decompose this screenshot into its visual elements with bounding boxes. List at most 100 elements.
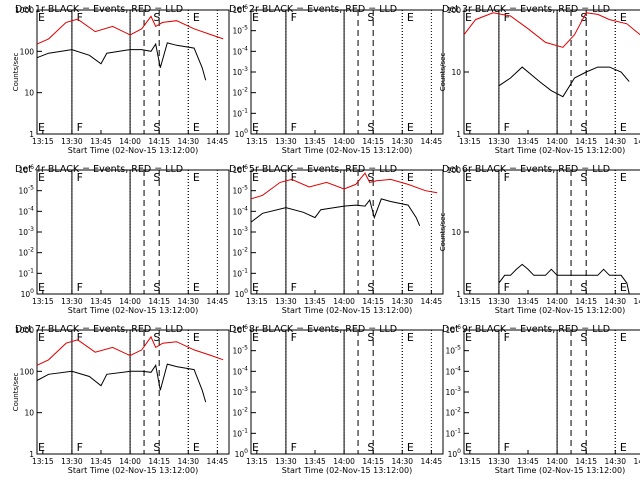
- marker-label-f-bottom: F: [291, 281, 297, 294]
- y-tick-label: 10-5: [232, 185, 248, 196]
- x-tick-label: 14:45: [421, 457, 443, 466]
- marker-label-e-left-bottom: E: [252, 281, 259, 294]
- x-tick-label: 14:15: [362, 297, 384, 306]
- y-axis-label: Counts/sec: [439, 213, 447, 252]
- x-tick-label: 14:00: [119, 297, 141, 306]
- x-tick-label: 13:30: [488, 137, 510, 146]
- y-tick-label: 10-6: [232, 164, 248, 175]
- y-tick-label: 10: [451, 68, 461, 77]
- marker-label-e-top: E: [620, 11, 627, 24]
- series-lld-line: [36, 335, 224, 366]
- plot-title: Det 6r BLACK = Events, RED = LLD: [442, 164, 610, 175]
- x-axis-label: Start Time (02-Nov-15 13:12:00): [282, 306, 412, 315]
- x-axis-label: Start Time (02-Nov-15 13:12:00): [68, 306, 198, 315]
- x-tick-label: 13:45: [517, 137, 539, 146]
- series-lld-line: [463, 12, 640, 48]
- marker-label-e-left-top: E: [252, 331, 259, 344]
- y-tick-label: 10-4: [232, 45, 248, 56]
- x-tick-label: 13:15: [32, 137, 54, 146]
- y-tick-label: 100: [447, 6, 462, 15]
- marker-label-f-top: F: [291, 171, 297, 184]
- plot-panel-1: Det 1r BLACK = Events, RED = LLD 1 10 100 10…: [12, 4, 230, 155]
- marker-label-s-top: S: [153, 171, 160, 184]
- y-tick-label: 10: [24, 89, 34, 98]
- marker-label-s-bottom: S: [367, 281, 374, 294]
- y-tick-label: 10-5: [232, 25, 248, 36]
- x-tick-label: 14:15: [575, 137, 597, 146]
- plot-title: Det 3r BLACK = Events, RED = LLD: [442, 4, 610, 15]
- plot-frame: [250, 169, 444, 295]
- marker-label-f-bottom: F: [291, 441, 297, 454]
- y-tick-label: 10-5: [18, 185, 34, 196]
- plot-frame: [250, 9, 444, 135]
- marker-label-f-top: F: [504, 11, 510, 24]
- y-tick-label: 10-6: [232, 4, 248, 15]
- y-tick-label: 1: [456, 130, 461, 139]
- x-tick-label: 14:00: [333, 297, 355, 306]
- plot-panel-3: Det 3r BLACK = Events, RED = LLD 1 10 100 Co…: [439, 4, 640, 155]
- x-tick-label: 14:00: [546, 137, 568, 146]
- y-tick-label: 10-3: [232, 386, 248, 397]
- y-tick-label: 10-1: [232, 267, 248, 278]
- marker-label-s-top: S: [153, 331, 160, 344]
- marker-label-e-bottom: E: [193, 441, 200, 454]
- y-tick-label: 100: [235, 448, 249, 459]
- marker-label-s-top: S: [580, 171, 587, 184]
- marker-label-f-top: F: [504, 171, 510, 184]
- y-tick-label: 10-5: [232, 345, 248, 356]
- marker-label-e-bottom: E: [407, 121, 414, 134]
- y-tick-label: 10-2: [445, 407, 461, 418]
- x-tick-label: 14:15: [575, 297, 597, 306]
- marker-label-e-left-bottom: E: [38, 441, 45, 454]
- plot-panel-7: Det 7r BLACK = Events, RED = LLD 1 10 100 10…: [12, 324, 230, 475]
- x-axis-label: Start Time (02-Nov-15 13:12:00): [282, 146, 412, 155]
- marker-label-s-bottom: S: [580, 281, 587, 294]
- y-tick-label: 100: [235, 288, 249, 299]
- x-tick-label: 13:15: [246, 137, 268, 146]
- x-tick-label: 14:00: [333, 137, 355, 146]
- x-tick-label: 13:45: [90, 297, 112, 306]
- x-axis-label: Start Time (02-Nov-15 13:12:00): [68, 466, 198, 475]
- y-tick-label: 10: [24, 409, 34, 418]
- plot-frame: [463, 9, 640, 135]
- marker-label-s-bottom: S: [153, 121, 160, 134]
- y-tick-label: 100: [447, 166, 462, 175]
- marker-label-f-bottom: F: [77, 121, 83, 134]
- plot-title: Det 4r BLACK = Events, RED = LLD: [15, 164, 183, 175]
- marker-label-e-left-top: E: [465, 331, 472, 344]
- marker-label-s-bottom: S: [367, 441, 374, 454]
- y-tick-label: 1: [456, 290, 461, 299]
- x-tick-label: 14:00: [333, 457, 355, 466]
- x-tick-label: 14:30: [604, 137, 626, 146]
- x-tick-label: 14:15: [362, 457, 384, 466]
- marker-label-e-left-bottom: E: [465, 281, 472, 294]
- marker-label-e-left-top: E: [465, 11, 472, 24]
- series-events-line: [250, 198, 421, 226]
- x-axis-label: Start Time (02-Nov-15 13:12:00): [495, 306, 625, 315]
- x-tick-label: 13:15: [32, 457, 54, 466]
- x-tick-label: 13:30: [61, 457, 83, 466]
- marker-label-s-top: S: [580, 331, 587, 344]
- series-events-line: [36, 42, 207, 81]
- x-tick-label: 13:30: [61, 137, 83, 146]
- x-tick-label: 14:15: [148, 297, 170, 306]
- y-tick-label: 10-5: [445, 345, 461, 356]
- y-tick-label: 10-2: [232, 247, 248, 258]
- marker-label-s-top: S: [367, 11, 374, 24]
- plot-title: Det 2r BLACK = Events, RED = LLD: [229, 4, 397, 15]
- plot-panel-8: Det 8r BLACK = Events, RED = LLD 100 10-1 1…: [229, 324, 444, 475]
- x-tick-label: 13:45: [90, 457, 112, 466]
- marker-label-f-top: F: [77, 331, 83, 344]
- plot-panel-4: Det 4r BLACK = Events, RED = LLD 100 10-1 1…: [15, 164, 230, 315]
- x-tick-label: 13:30: [61, 297, 83, 306]
- marker-label-e-top: E: [620, 331, 627, 344]
- x-tick-label: 14:00: [119, 457, 141, 466]
- x-tick-label: 14:15: [362, 137, 384, 146]
- series-events-line: [36, 363, 207, 403]
- series-lld-line: [250, 172, 438, 200]
- plot-frame: [250, 329, 444, 455]
- x-axis-label: Start Time (02-Nov-15 13:12:00): [495, 146, 625, 155]
- y-tick-label: 1: [29, 130, 34, 139]
- x-tick-label: 14:15: [148, 137, 170, 146]
